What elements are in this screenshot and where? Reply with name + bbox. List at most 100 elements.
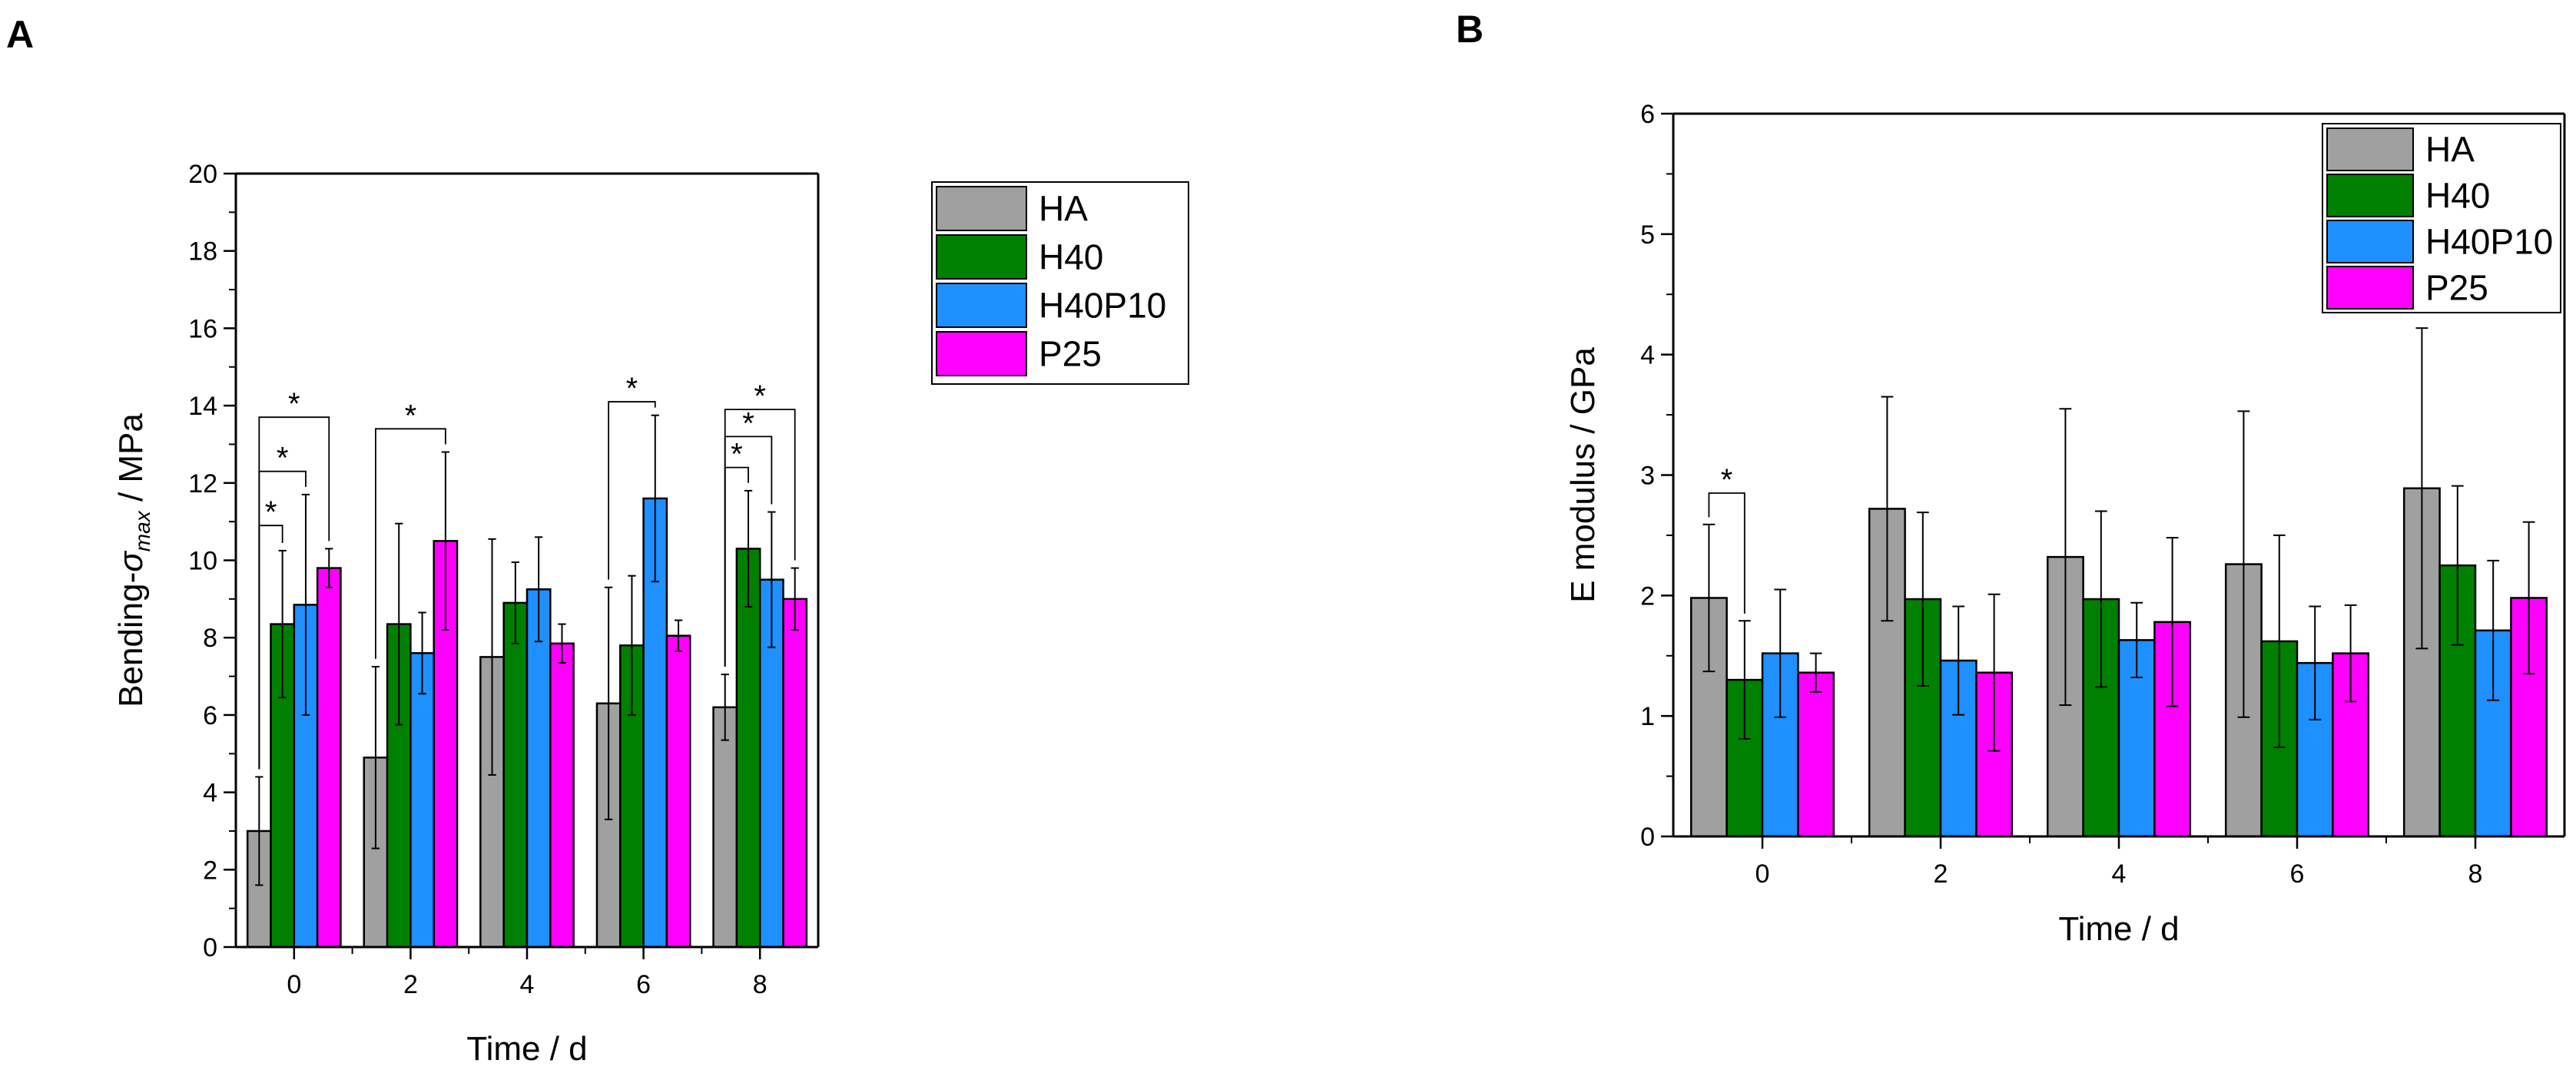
- y-tick-label: 5: [1640, 220, 1655, 250]
- y-tick-label: 16: [188, 314, 217, 343]
- error-bar-ha-t0: [255, 776, 264, 886]
- legend-label-h40p10: H40P10: [1039, 286, 1166, 326]
- error-bar-ha-t6: [2237, 410, 2250, 718]
- significance-star: *: [277, 442, 289, 475]
- x-tick-label: 4: [520, 970, 535, 999]
- error-bar-ha-t8: [2415, 327, 2428, 650]
- error-bar-h40-t0: [278, 549, 287, 699]
- significance-star: *: [265, 495, 277, 529]
- error-bar-h40-t4: [511, 561, 519, 644]
- x-tick-label: 8: [2468, 859, 2483, 889]
- x-tick-label: 0: [1755, 859, 1770, 889]
- error-bar-ha-t2: [1881, 396, 1894, 622]
- significance-bracket-4: *: [375, 399, 446, 659]
- y-tick-label: 3: [1640, 462, 1655, 491]
- x-tick-label: 6: [636, 970, 651, 999]
- legend-label-h40p10: H40P10: [2425, 222, 2553, 262]
- bar-p25-t6: [665, 634, 691, 949]
- legend-label-p25: P25: [2425, 268, 2488, 308]
- panel-letter-a: A: [6, 13, 34, 56]
- error-bar-h40p10-t4: [2130, 601, 2143, 678]
- error-bar-p25-t8: [791, 567, 799, 631]
- error-bar-h40p10-t8: [767, 511, 776, 648]
- y-tick-label: 14: [188, 392, 217, 421]
- error-bar-ha-t4: [2059, 408, 2072, 707]
- error-bar-ha-t8: [721, 674, 729, 741]
- y-tick-label: 1: [1640, 702, 1655, 731]
- error-bar-h40-t8: [2451, 485, 2464, 646]
- significance-star: *: [742, 406, 754, 440]
- error-bar-h40p10-t0: [1774, 588, 1787, 718]
- bar-p25-t8: [782, 598, 808, 949]
- x-tick-label: 2: [403, 970, 418, 999]
- significance-bracket-1: *: [1708, 463, 1746, 614]
- significance-star: *: [405, 399, 417, 432]
- legend-label-ha: HA: [1039, 189, 1088, 229]
- significance-star: *: [626, 372, 638, 406]
- significance-star: *: [288, 387, 300, 421]
- y-axis-title-prefix: Bending-: [112, 572, 150, 707]
- x-tick-label: 6: [2290, 859, 2305, 889]
- x-axis-title: Time / d: [466, 1030, 587, 1068]
- y-tick-label: 20: [188, 160, 217, 189]
- error-bar-h40p10-t8: [2487, 559, 2500, 701]
- x-tick-label: 8: [753, 970, 767, 999]
- bar-p25-t0: [1797, 671, 1835, 838]
- legend-label-h40: H40: [2425, 176, 2490, 216]
- y-tick-label: 6: [203, 701, 217, 730]
- error-bar-h40p10-t0: [301, 493, 310, 716]
- error-bar-ha-t6: [604, 586, 613, 820]
- error-bar-h40-t4: [2094, 510, 2107, 688]
- panel-letter-b: B: [1456, 8, 1484, 51]
- y-tick-label: 8: [203, 624, 217, 653]
- x-tick-label: 4: [2112, 859, 2127, 889]
- error-bar-p25-t6: [2344, 604, 2357, 703]
- error-bar-h40-t6: [628, 575, 636, 716]
- bar-h40-t4: [502, 601, 529, 949]
- significance-star: *: [1721, 463, 1733, 497]
- legend-swatch-h40p10: [936, 283, 1027, 328]
- error-bar-h40-t8: [744, 489, 753, 608]
- y-tick-label: 2: [203, 856, 217, 885]
- y-tick-label: 4: [203, 779, 217, 808]
- error-bar-p25-t4: [558, 623, 566, 664]
- y-tick-label: 4: [1640, 341, 1655, 370]
- legend-label-p25: P25: [1039, 334, 1102, 374]
- bar-p25-t0: [316, 567, 342, 949]
- error-bar-p25-t2: [1988, 593, 2001, 752]
- error-bar-h40p10-t6: [651, 414, 659, 583]
- x-tick-label: 2: [1934, 859, 1948, 889]
- y-tick-label: 18: [188, 237, 217, 267]
- error-bar-p25-t6: [674, 619, 683, 652]
- error-bar-p25-t8: [2522, 521, 2535, 675]
- y-axis-title-symbol: σ: [112, 551, 150, 572]
- significance-star: *: [754, 379, 766, 413]
- error-bar-h40p10-t4: [535, 536, 543, 643]
- bar-h40-t8: [735, 548, 761, 949]
- error-bar-p25-t0: [325, 548, 333, 588]
- error-bar-h40-t6: [2273, 534, 2286, 748]
- chart-e-modulus: * 0 1 2 3 4 5 6 0 2 4 6 8 Time / d E modulus / GPa HA H4…: [1564, 100, 2566, 948]
- y-tick-label: 12: [188, 469, 217, 498]
- y-axis-title-subscript: max: [131, 510, 154, 551]
- error-bar-h40p10-t2: [1952, 605, 1965, 716]
- error-bar-h40-t2: [1916, 512, 1929, 687]
- error-bar-p25-t4: [2166, 537, 2179, 707]
- error-bar-p25-t2: [441, 451, 450, 631]
- significance-bracket-8: *: [724, 379, 796, 667]
- y-tick-label: 10: [188, 547, 217, 576]
- error-bar-ha-t2: [371, 665, 380, 849]
- legend-swatch-p25: [2326, 266, 2414, 310]
- bar-p25-t4: [549, 642, 575, 949]
- y-axis-title: Bending-σmax / MPa: [112, 413, 154, 707]
- legend-swatch-ha: [2326, 128, 2414, 171]
- bar-ha-t8: [712, 706, 738, 949]
- legend-label-ha: HA: [2425, 130, 2475, 170]
- legend-swatch-p25: [936, 331, 1027, 376]
- y-axis-title: E modulus / GPa: [1564, 347, 1602, 603]
- error-bar-ha-t0: [1702, 523, 1716, 673]
- error-bar-p25-t0: [1809, 652, 1822, 693]
- error-bar-h40-t0: [1738, 620, 1751, 740]
- legend: HA H40 H40P10 P25: [2322, 123, 2561, 313]
